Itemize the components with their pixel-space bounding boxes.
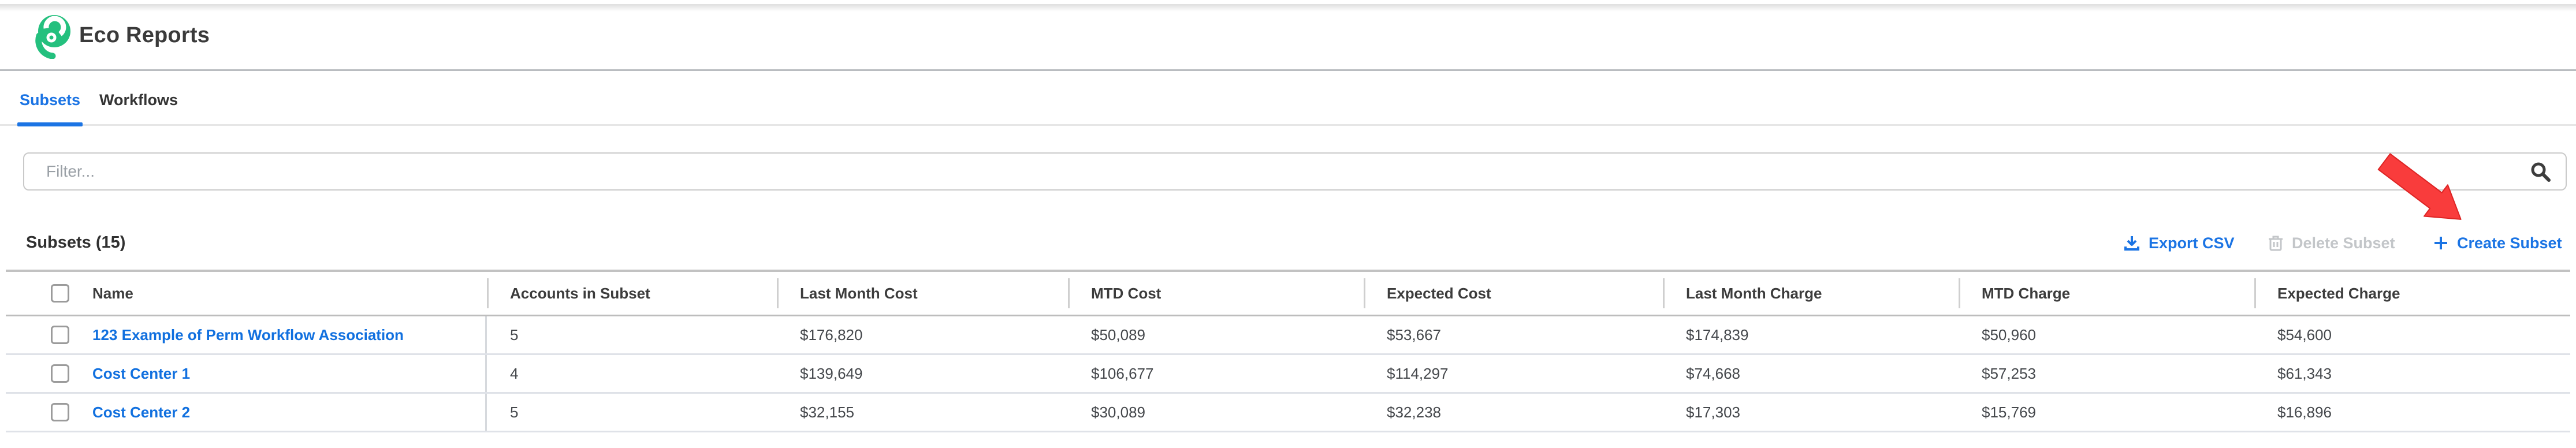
- mtd-charge-value: $50,960: [1982, 326, 2036, 344]
- expected-charge-value: $54,600: [2277, 326, 2332, 344]
- plus-icon: [2434, 237, 2447, 249]
- column-divider: [777, 278, 779, 308]
- table-row-cost-center-1: Cost Center 1 4 $139,649 $106,677 $114,297 $7…: [6, 355, 2570, 394]
- row-checkbox[interactable]: [51, 326, 69, 344]
- row-checkbox[interactable]: [51, 403, 69, 421]
- tab-workflows[interactable]: Workflows: [99, 91, 178, 109]
- column-header-expected-charge: Expected Charge: [2254, 272, 2570, 315]
- column-divider: [1663, 278, 1665, 308]
- last-month-charge-value: $17,303: [1686, 403, 1740, 421]
- header-divider: [0, 69, 2576, 71]
- column-header-accounts-in-subset: Accounts in Subset: [487, 272, 777, 315]
- delete-subset-button[interactable]: Delete Subset: [2268, 230, 2395, 256]
- column-header-last-month-cost: Last Month Cost: [777, 272, 1068, 315]
- delete-subset-label: Delete Subset: [2292, 234, 2395, 252]
- column-divider: [1364, 278, 1365, 308]
- last-month-cost-value: $176,820: [800, 326, 863, 344]
- trash-icon: [2269, 236, 2283, 251]
- last-month-cost-value: $32,155: [800, 403, 854, 421]
- expected-cost-value: $53,667: [1387, 326, 1441, 344]
- export-csv-label: Export CSV: [2149, 234, 2235, 252]
- subsets-count-heading: Subsets (15): [26, 233, 126, 252]
- column-header-mtd-cost: MTD Cost: [1068, 272, 1364, 315]
- row-checkbox[interactable]: [51, 364, 69, 383]
- mtd-cost-value: $30,089: [1091, 403, 1145, 421]
- name-cell: 123 Example of Perm Workflow Association: [6, 316, 487, 353]
- column-header-label: Last Month Cost: [800, 284, 918, 302]
- create-subset-label: Create Subset: [2457, 234, 2562, 252]
- annotation-arrow: [2377, 153, 2462, 220]
- tab-subsets[interactable]: Subsets: [19, 91, 81, 109]
- create-subset-button[interactable]: Create Subset: [2433, 230, 2562, 256]
- mtd-charge-value: $15,769: [1982, 403, 2036, 421]
- mtd-cost-value: $106,677: [1091, 364, 1154, 382]
- column-header-label: Last Month Charge: [1686, 284, 1822, 302]
- name-cell: Cost Center 2: [6, 394, 487, 431]
- column-header-label: Expected Charge: [2277, 284, 2400, 302]
- column-header-expected-cost: Expected Cost: [1364, 272, 1663, 315]
- table-row-123-example-of-perm-workflow-association: 123 Example of Perm Workflow Association…: [6, 316, 2570, 355]
- eco-logo-icon: [35, 15, 70, 59]
- last-month-charge-value: $74,668: [1686, 364, 1740, 382]
- subset-name-link[interactable]: 123 Example of Perm Workflow Association: [92, 326, 404, 344]
- last-month-cost-value: $139,649: [800, 364, 863, 382]
- table-row-cost-center-2: Cost Center 2 5 $32,155 $30,089 $32,238 $17,3…: [6, 394, 2570, 432]
- tabs-divider: [0, 124, 2576, 126]
- download-icon: [2124, 236, 2139, 251]
- select-all-checkbox[interactable]: [51, 284, 69, 303]
- page-title: Eco Reports: [79, 23, 210, 47]
- column-header-last-month-charge: Last Month Charge: [1663, 272, 1959, 315]
- expected-cost-value: $32,238: [1387, 403, 1441, 421]
- subset-name-link[interactable]: Cost Center 2: [92, 403, 191, 421]
- column-divider: [1959, 278, 1960, 308]
- mtd-cost-value: $50,089: [1091, 326, 1145, 344]
- export-csv-button[interactable]: Export CSV: [2123, 230, 2235, 256]
- column-header-label: Expected Cost: [1387, 284, 1491, 302]
- column-divider: [2254, 278, 2256, 308]
- subsets-table: Name Accounts in Subset Last Month Cost MTD…: [6, 270, 2570, 432]
- last-month-charge-value: $174,839: [1686, 326, 1749, 344]
- filter-input[interactable]: [24, 154, 2566, 189]
- expected-charge-value: $16,896: [2277, 403, 2332, 421]
- column-divider: [1068, 278, 1070, 308]
- table-header-row: Name Accounts in Subset Last Month Cost MTD…: [6, 272, 2570, 316]
- column-divider: [487, 278, 489, 308]
- column-header-label: MTD Charge: [1982, 284, 2071, 302]
- subset-name-link[interactable]: Cost Center 1: [92, 364, 191, 382]
- top-edge-shadow: [0, 4, 2576, 12]
- name-cell: Cost Center 1: [6, 355, 487, 392]
- expected-cost-value: $114,297: [1387, 364, 1449, 382]
- column-header-name: Name: [6, 272, 487, 315]
- accounts-in-subset-value: 5: [510, 403, 519, 421]
- column-header-label: MTD Cost: [1091, 284, 1162, 302]
- search-icon: [2531, 162, 2551, 182]
- filter-box: [23, 152, 2567, 191]
- mtd-charge-value: $57,253: [1982, 364, 2036, 382]
- accounts-in-subset-value: 5: [510, 326, 519, 344]
- active-tab-indicator: [17, 122, 83, 126]
- column-header-mtd-charge: MTD Charge: [1959, 272, 2254, 315]
- table-body: 123 Example of Perm Workflow Association…: [6, 316, 2570, 432]
- accounts-in-subset-value: 4: [510, 364, 519, 382]
- expected-charge-value: $61,343: [2277, 364, 2332, 382]
- column-header-label: Name: [92, 284, 133, 302]
- column-header-label: Accounts in Subset: [510, 284, 650, 302]
